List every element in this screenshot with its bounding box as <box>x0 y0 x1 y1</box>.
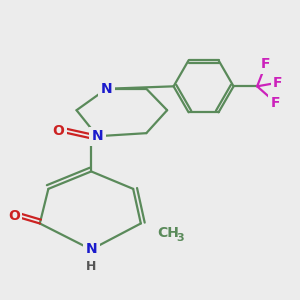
Text: N: N <box>85 242 97 256</box>
Text: H: H <box>86 260 96 273</box>
Text: F: F <box>273 76 283 90</box>
Text: O: O <box>8 209 20 223</box>
Text: O: O <box>52 124 64 138</box>
Text: CH: CH <box>158 226 179 240</box>
Text: N: N <box>92 129 103 143</box>
Text: N: N <box>101 82 112 96</box>
Text: F: F <box>271 96 280 110</box>
Text: F: F <box>261 57 271 71</box>
Text: 3: 3 <box>176 233 184 243</box>
